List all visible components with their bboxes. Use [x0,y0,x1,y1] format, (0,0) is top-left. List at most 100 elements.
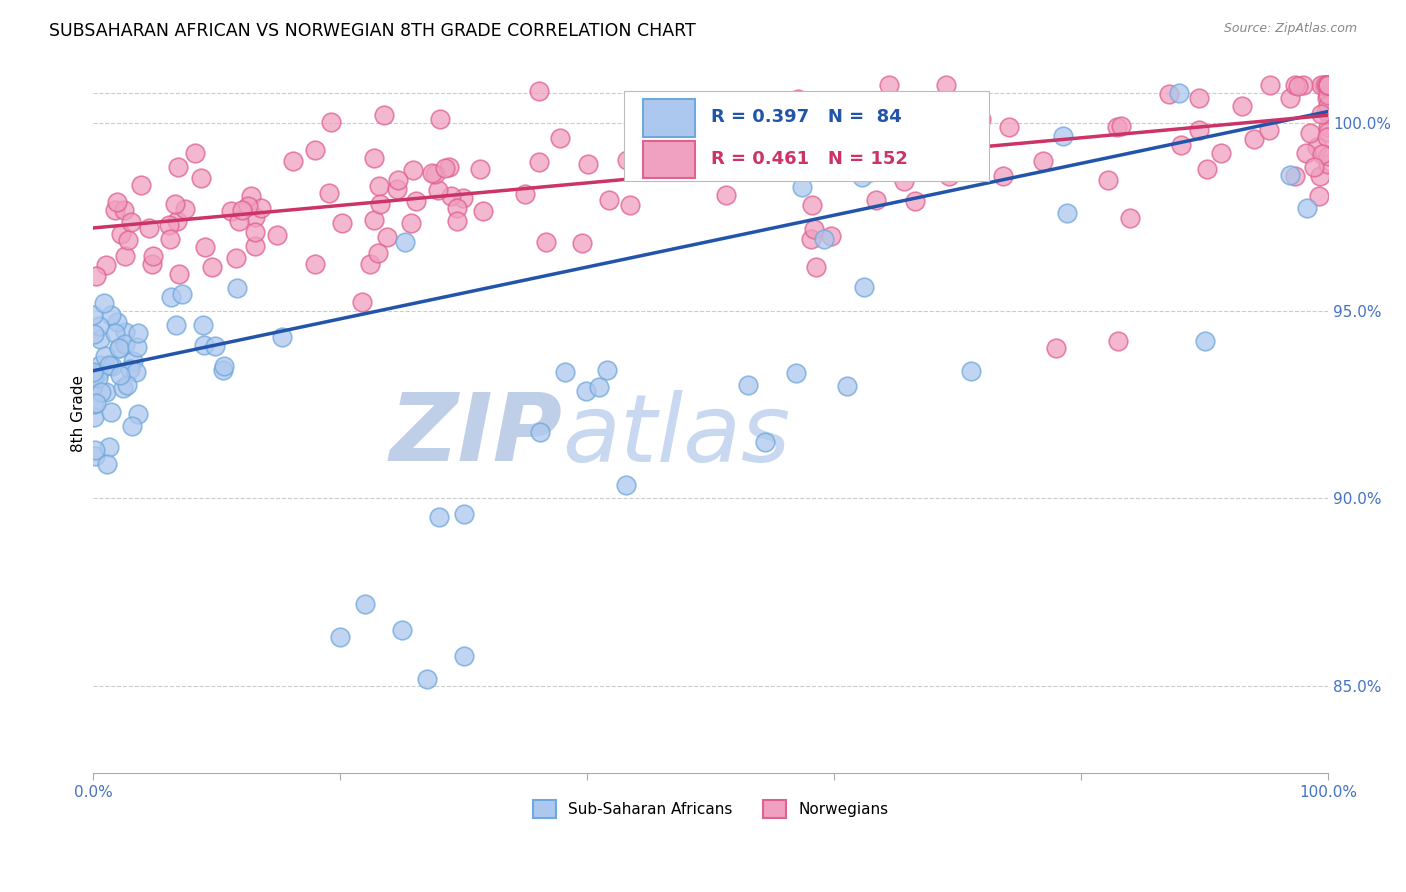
Point [1316,80,1339,95]
Point [399,216,422,230]
Point [1317,88,1340,103]
Point [165,318,187,332]
FancyBboxPatch shape [643,141,695,178]
Point [427,183,450,197]
Point [83,397,105,411]
Point [108,342,131,356]
Point [472,203,495,218]
Point [1317,149,1340,163]
Point [536,235,558,249]
Point [124,365,146,379]
Point [93,349,115,363]
Point [1317,78,1340,93]
Point [111,381,134,395]
Point [330,217,353,231]
Point [451,191,474,205]
Point [1310,107,1333,121]
Point [204,339,226,353]
Point [970,112,993,126]
Point [716,188,738,202]
Point [100,309,122,323]
Point [935,78,957,93]
Point [420,165,443,179]
Point [446,214,468,228]
Point [754,435,776,450]
Point [513,186,536,201]
Point [243,225,266,239]
Point [402,163,425,178]
Point [1312,146,1334,161]
Point [434,161,457,176]
Point [166,160,188,174]
Point [87,365,110,379]
Point [529,84,551,98]
Point [212,359,235,373]
Point [166,214,188,228]
Point [304,257,326,271]
Point [446,202,468,216]
Point [1316,78,1339,93]
Point [737,378,759,392]
Point [190,170,212,185]
Point [1230,99,1253,113]
FancyBboxPatch shape [643,99,695,136]
Point [104,326,127,340]
Point [1194,334,1216,349]
Point [952,152,974,166]
Point [953,125,976,139]
Point [219,204,242,219]
Point [938,169,960,183]
Point [363,151,385,165]
Point [115,377,138,392]
Point [82,371,104,385]
Point [468,162,491,177]
Point [93,295,115,310]
Point [228,214,250,228]
Point [368,178,391,193]
Point [98,358,121,372]
Point [804,260,827,274]
Point [201,260,224,275]
Point [1308,189,1330,203]
Point [84,396,107,410]
Point [453,649,475,664]
Point [453,507,475,521]
Point [1105,120,1128,135]
Point [163,197,186,211]
Point [1310,78,1333,93]
Point [304,143,326,157]
Point [1315,78,1337,93]
Point [1278,91,1301,105]
Point [800,198,823,212]
Point [1316,78,1339,93]
Point [991,169,1014,183]
Point [83,368,105,383]
Point [813,232,835,246]
Point [321,115,343,129]
Text: SUBSAHARAN AFRICAN VS NORWEGIAN 8TH GRADE CORRELATION CHART: SUBSAHARAN AFRICAN VS NORWEGIAN 8TH GRAD… [49,22,696,40]
Point [1317,78,1340,93]
Point [194,240,217,254]
Point [350,294,373,309]
Point [1286,78,1309,93]
Point [83,443,105,458]
Point [1159,87,1181,102]
Point [114,249,136,263]
Point [405,194,427,208]
Point [377,230,399,244]
Point [97,440,120,454]
Point [1316,125,1339,139]
Point [870,129,893,144]
Point [110,368,132,383]
Point [104,202,127,217]
Point [787,92,810,106]
Point [1052,128,1074,143]
Point [588,380,610,394]
Point [167,268,190,282]
Point [1260,78,1282,93]
Point [997,120,1019,135]
Point [236,198,259,212]
Point [1257,123,1279,137]
Point [120,215,142,229]
Point [184,146,207,161]
